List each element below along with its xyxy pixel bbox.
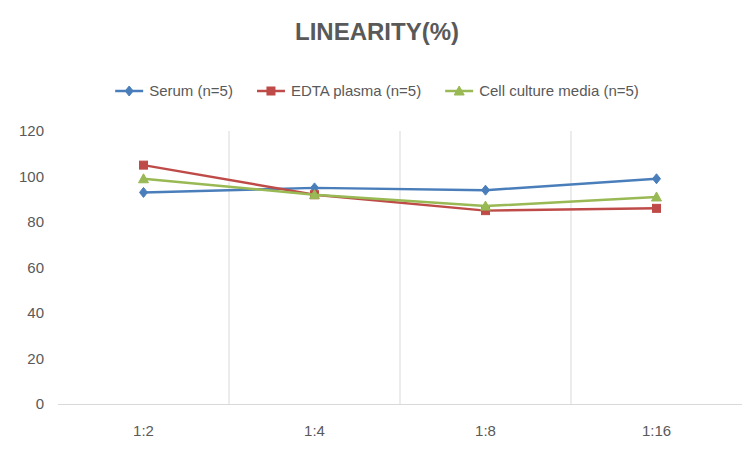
legend: Serum (n=5) EDTA plasma (n=5) Cell culture…: [115, 82, 639, 99]
series-marker: [482, 185, 490, 195]
series-marker: [653, 204, 661, 212]
legend-item: Cell culture media (n=5): [445, 82, 639, 99]
series-marker: [140, 187, 148, 197]
series-marker: [481, 201, 491, 210]
title: LINEARITY(%): [295, 18, 459, 45]
y-tick-label: 0: [36, 395, 44, 412]
y-tick-label: 20: [27, 350, 44, 367]
y-tick-label: 100: [19, 168, 44, 185]
legend-item: EDTA plasma (n=5): [257, 82, 421, 99]
series-marker: [652, 192, 662, 201]
legend-marker: [267, 87, 275, 95]
grid-line: [229, 131, 230, 404]
legend-label: Serum (n=5): [149, 82, 233, 99]
series-marker: [311, 191, 319, 199]
x-tick-label: 1:8: [475, 422, 496, 439]
legend-label: EDTA plasma (n=5): [291, 82, 421, 99]
legend-marker: [454, 86, 464, 95]
grid-line: [400, 131, 401, 404]
series-marker: [140, 161, 148, 169]
series-marker: [139, 174, 149, 183]
plot-area: [139, 161, 662, 215]
x-tick-label: 1:4: [304, 422, 325, 439]
background: [0, 0, 755, 451]
series-marker: [653, 174, 661, 184]
legend-item: Serum (n=5): [115, 82, 233, 99]
y-tick-label: 60: [27, 259, 44, 276]
series-marker: [310, 190, 320, 199]
legend-label: Cell culture media (n=5): [479, 82, 639, 99]
y-tick-label: 80: [27, 213, 44, 230]
chart: LINEARITY(%) 0 20 40 60 80 100 120 1:2 1:4 1:8 1:16…: [0, 0, 755, 451]
grid-line: [571, 131, 572, 404]
legend-marker: [125, 86, 133, 96]
series-line: [144, 165, 657, 211]
y-tick-label: 120: [19, 122, 44, 139]
x-tick-label: 1:16: [642, 422, 671, 439]
x-tick-label: 1:2: [133, 422, 154, 439]
series-line: [144, 179, 657, 206]
x-axis: [58, 404, 742, 405]
y-tick-label: 40: [27, 304, 44, 321]
